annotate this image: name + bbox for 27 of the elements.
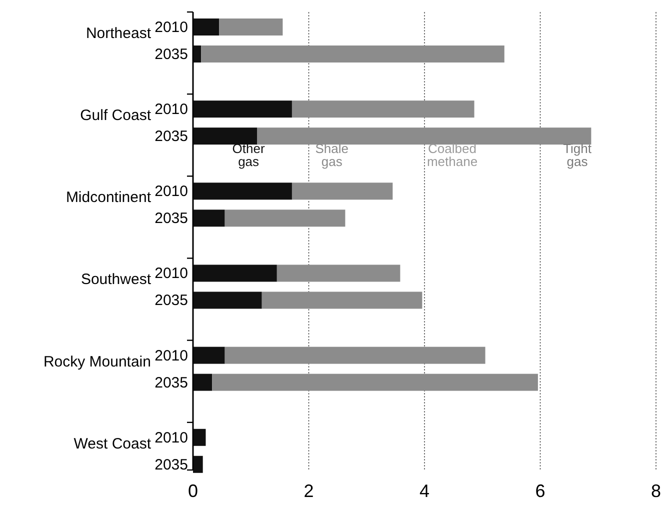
- x-tick-label: 8: [650, 481, 662, 501]
- y-tick-label: 2010: [154, 101, 188, 118]
- annotation: Shale gas: [315, 141, 349, 170]
- text: West Coast: [74, 435, 152, 452]
- y-tick-label: 2010: [154, 19, 188, 36]
- series-label: Other gas: [232, 141, 266, 170]
- x-tick-label: 4: [419, 481, 430, 501]
- x-tick-label: 2: [304, 481, 314, 501]
- annotation: Tight gas: [563, 141, 592, 170]
- y-tick-label: 2010: [154, 265, 188, 282]
- y-tick-label: 2035: [154, 128, 188, 146]
- text: Midcontinent: [66, 189, 152, 206]
- annotation: Coalbed methane: [426, 141, 478, 170]
- y-tick-label: 2035: [154, 46, 188, 63]
- text: Rocky Mountain: [43, 353, 151, 370]
- x-tick-label: 6: [535, 481, 546, 501]
- y-tick-label: 2035: [154, 210, 188, 228]
- text: Gulf Coast: [80, 107, 152, 124]
- y-tick-label: 2010: [154, 429, 188, 446]
- y-tick-label: 2010: [154, 347, 188, 364]
- x-tick-label: 0: [188, 481, 198, 501]
- y-tick-label: 2035: [154, 374, 188, 392]
- text: Southwest: [80, 271, 152, 288]
- text: Northeast: [86, 25, 152, 42]
- y-tick-label: 2035: [154, 292, 188, 310]
- y-tick-label: 2035: [154, 456, 188, 474]
- y-tick-label: 2010: [154, 183, 188, 200]
